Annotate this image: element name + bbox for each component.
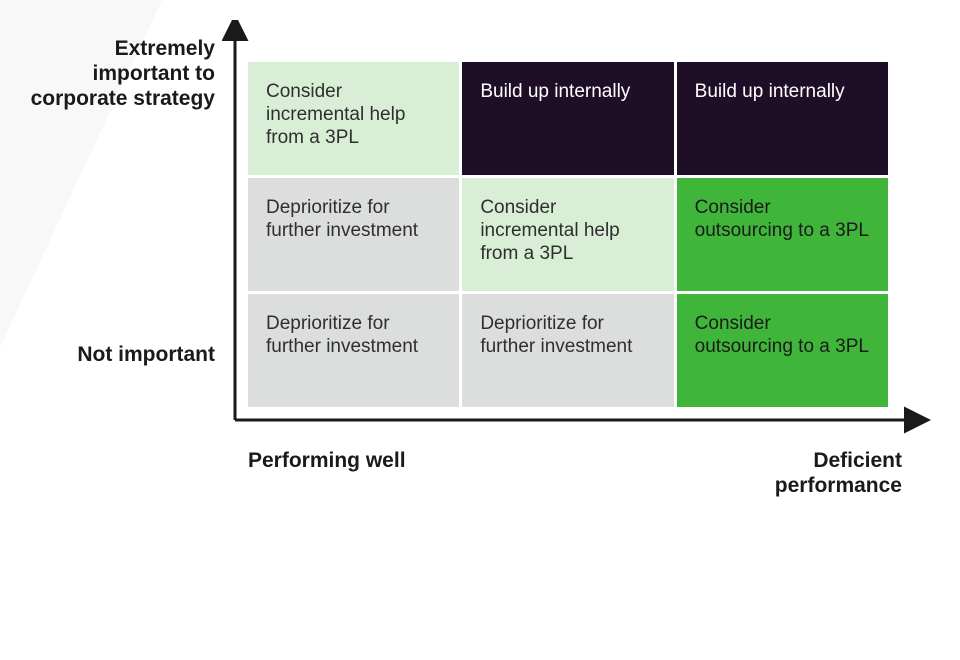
x-axis-left-label: Performing well <box>248 448 448 473</box>
matrix-cell-text: Build up internally <box>695 80 845 103</box>
matrix-grid: Consider incremental help from a 3PL Buil… <box>248 62 888 407</box>
matrix-cell: Consider incremental help from a 3PL <box>462 178 673 291</box>
matrix-cell-text: Consider incremental help from a 3PL <box>480 196 657 266</box>
matrix-cell-text: Deprioritize for further investment <box>266 196 443 242</box>
matrix-container: Extremely important to corporate strateg… <box>0 0 960 563</box>
y-axis-top-label: Extremely important to corporate strateg… <box>20 36 215 112</box>
matrix-cell: Consider incremental help from a 3PL <box>248 62 459 175</box>
matrix-cell: Build up internally <box>462 62 673 175</box>
matrix-cell-text: Deprioritize for further investment <box>266 312 443 358</box>
matrix-cell: Consider outsourcing to a 3PL <box>677 178 888 291</box>
matrix-cell: Build up internally <box>677 62 888 175</box>
matrix-cell-text: Deprioritize for further investment <box>480 312 657 358</box>
matrix-cell-text: Consider incremental help from a 3PL <box>266 80 443 150</box>
matrix-cell-text: Consider outsourcing to a 3PL <box>695 196 872 242</box>
y-axis-bottom-label: Not important <box>20 342 215 367</box>
matrix-cell: Consider outsourcing to a 3PL <box>677 294 888 407</box>
matrix-cell: Deprioritize for further investment <box>462 294 673 407</box>
matrix-cell: Deprioritize for further investment <box>248 294 459 407</box>
matrix-cell-text: Consider outsourcing to a 3PL <box>695 312 872 358</box>
matrix-cell: Deprioritize for further investment <box>248 178 459 291</box>
matrix-cell-text: Build up internally <box>480 80 630 103</box>
x-axis-right-label: Deficient performance <box>682 448 902 498</box>
